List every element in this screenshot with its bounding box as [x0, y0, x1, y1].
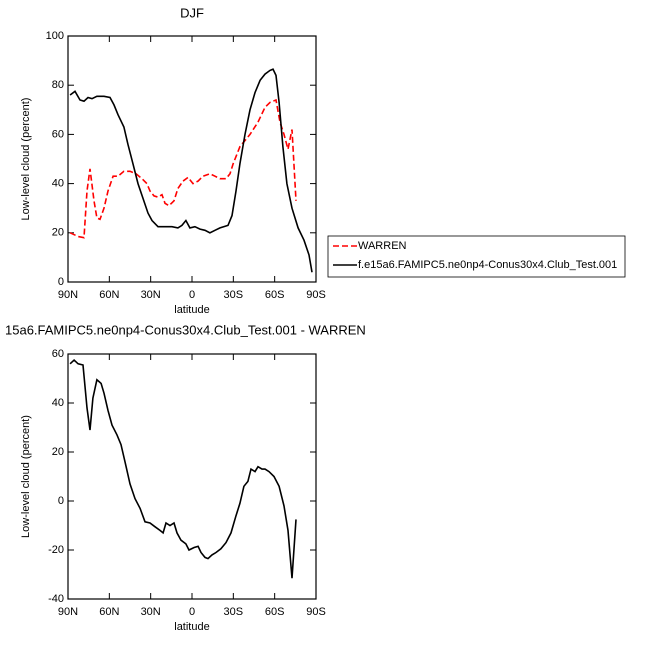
y-tick-label: -40	[48, 593, 64, 605]
x-tick-label: 30N	[141, 289, 161, 301]
y-tick-label: 40	[52, 178, 64, 190]
x-tick-label: 90S	[306, 289, 326, 301]
y-axis-label: Low-level cloud (percent)	[20, 98, 32, 221]
y-tick-label: -20	[48, 544, 64, 556]
chart-title: DJF	[180, 5, 204, 20]
x-tick-label: 60S	[265, 289, 285, 301]
x-axis-label: latitude	[174, 621, 209, 633]
x-axis-label: latitude	[174, 304, 209, 316]
x-tick-label: 0	[189, 606, 195, 618]
x-tick-label: 60N	[99, 289, 119, 301]
y-tick-label: 0	[58, 495, 64, 507]
x-tick-label: 30N	[141, 606, 161, 618]
legend-label: WARREN	[358, 240, 407, 252]
y-tick-label: 0	[58, 276, 64, 288]
legend-label: f.e15a6.FAMIPC5.ne0np4-Conus30x4.Club_Te…	[358, 259, 617, 271]
legend-box	[327, 235, 626, 278]
data-line	[69, 98, 297, 239]
x-tick-label: 90S	[306, 606, 326, 618]
x-tick-label: 0	[189, 289, 195, 301]
data-line	[69, 68, 313, 273]
plot-frame	[67, 35, 317, 283]
x-tick-label: 90N	[58, 289, 78, 301]
y-tick-label: 80	[52, 79, 64, 91]
y-tick-label: 60	[52, 128, 64, 140]
plot-frame	[67, 353, 317, 600]
x-tick-label: 60S	[265, 606, 285, 618]
chart-title: 15a6.FAMIPC5.ne0np4-Conus30x4.Club_Test.…	[5, 322, 366, 337]
y-tick-label: 20	[52, 227, 64, 239]
x-tick-label: 60N	[99, 606, 119, 618]
y-tick-label: 60	[52, 348, 64, 360]
y-tick-label: 40	[52, 397, 64, 409]
x-tick-label: 90N	[58, 606, 78, 618]
y-tick-label: 100	[46, 30, 64, 42]
y-axis-label: Low-level cloud (percent)	[20, 415, 32, 538]
y-tick-label: 20	[52, 446, 64, 458]
x-tick-label: 30S	[224, 289, 244, 301]
x-tick-label: 30S	[224, 606, 244, 618]
data-line	[69, 359, 297, 579]
